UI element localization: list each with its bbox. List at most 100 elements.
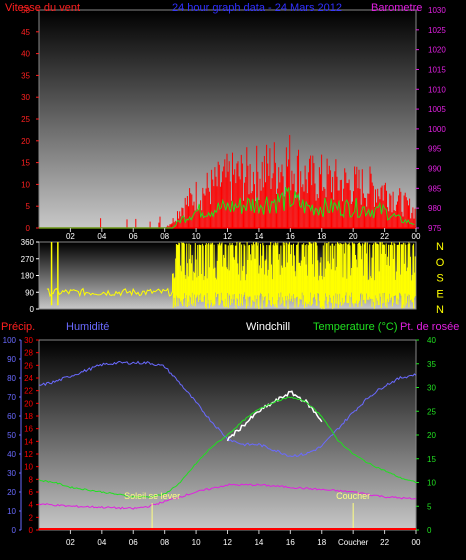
direction-series bbox=[46, 242, 416, 309]
wind-tick-label: 0 bbox=[26, 224, 31, 233]
humidity-tick-label: 80 bbox=[7, 374, 16, 383]
humidity-tick-label: 30 bbox=[7, 469, 16, 478]
barometer-tick-label: 1020 bbox=[428, 46, 446, 55]
direction-letter: N bbox=[436, 304, 444, 316]
temperature-x-tick-label: 16 bbox=[286, 538, 295, 547]
precip-tick-label: 6 bbox=[29, 488, 34, 497]
barometer-tick-label: 990 bbox=[428, 165, 442, 174]
temperature-tick-label: 20 bbox=[427, 431, 436, 440]
barometer-tick-label: 980 bbox=[428, 204, 442, 213]
temperature-x-tick-label: 06 bbox=[129, 538, 138, 547]
wind-x-tick-label: 04 bbox=[97, 232, 106, 241]
wind-tick-label: 50 bbox=[21, 6, 30, 15]
barometer-tick-label: 1005 bbox=[428, 105, 446, 114]
humidity-label: Humidité bbox=[66, 321, 109, 333]
direction-letter: O bbox=[436, 257, 445, 269]
wind-x-tick-label: 18 bbox=[317, 232, 326, 241]
temperature-tick-label: 30 bbox=[427, 384, 436, 393]
wind-tick-label: 45 bbox=[21, 28, 30, 37]
temperature-ticks: 0 5 10 15 20 25 30 35 40 bbox=[416, 336, 436, 535]
wind-x-tick-label: 16 bbox=[286, 232, 295, 241]
temperature-line bbox=[38, 396, 417, 498]
temperature-x-tick-label: Coucher bbox=[338, 538, 369, 547]
wind-x-tick-label: 08 bbox=[160, 232, 169, 241]
temperature-tick-label: 25 bbox=[427, 407, 436, 416]
humidity-tick-label: 40 bbox=[7, 450, 16, 459]
wind-x-tick-label: 02 bbox=[66, 232, 75, 241]
temperature-x-tick-label: 10 bbox=[192, 538, 201, 547]
humidity-tick-label: 20 bbox=[7, 488, 16, 497]
wind-tick-label: 20 bbox=[21, 137, 30, 146]
wind-x-tick-label: 14 bbox=[254, 232, 263, 241]
temperature-tick-label: 0 bbox=[427, 526, 432, 535]
wind-x-tick-label: 20 bbox=[349, 232, 358, 241]
wind-x-tick-label: 12 bbox=[223, 232, 232, 241]
precip-tick-label: 8 bbox=[29, 475, 34, 484]
precip-tick-label: 24 bbox=[24, 374, 33, 383]
direction-tick-label: 270 bbox=[21, 255, 35, 264]
humidity-tick-label: 10 bbox=[7, 507, 16, 516]
humidity-tick-label: 90 bbox=[7, 355, 16, 364]
temperature-x-tick-label: 08 bbox=[160, 538, 169, 547]
wind-tick-label: 40 bbox=[21, 50, 30, 59]
temperature-x-tick-label: 00 bbox=[412, 538, 421, 547]
temperature-x-ticks: 02 04 06 08 10 12 14 16 18 Coucher 22 00 bbox=[66, 530, 421, 547]
direction-ticks: 0 90 180 270 360 bbox=[21, 238, 39, 314]
dewpoint-line bbox=[38, 483, 416, 510]
wind-speed-label: Vitesse du vent bbox=[5, 2, 80, 14]
wind-tick-label: 30 bbox=[21, 93, 30, 102]
temperature-x-tick-label: 22 bbox=[380, 538, 389, 547]
wind-tick-label: 35 bbox=[21, 71, 30, 80]
wind-tick-label: 25 bbox=[21, 115, 30, 124]
direction-tick-label: 90 bbox=[25, 288, 34, 297]
precip-tick-label: 4 bbox=[29, 501, 34, 510]
temperature-panel: Précip. Humidité Windchill Temperature (… bbox=[1, 321, 459, 547]
wind-tick-label: 10 bbox=[21, 180, 30, 189]
temperature-x-tick-label: 04 bbox=[97, 538, 106, 547]
direction-letter: N bbox=[436, 241, 444, 253]
barometer-tick-label: 1000 bbox=[428, 125, 446, 134]
dewpoint-label: Pt. de rosée bbox=[400, 321, 459, 333]
precip-tick-label: 16 bbox=[24, 425, 33, 434]
temperature-tick-label: 15 bbox=[427, 455, 436, 464]
wind-x-tick-label: 10 bbox=[192, 232, 201, 241]
precip-tick-label: 12 bbox=[24, 450, 33, 459]
wind-x-ticks: 02 04 06 08 10 12 14 16 18 20 22 00 bbox=[66, 228, 421, 241]
precip-tick-label: 22 bbox=[24, 387, 33, 396]
temperature-tick-label: 40 bbox=[427, 336, 436, 345]
direction-letter: E bbox=[436, 288, 443, 300]
precip-tick-label: 18 bbox=[24, 412, 33, 421]
precip-label: Précip. bbox=[1, 321, 35, 333]
barometer-ticks: 975 980 985 990 995 1000 1005 1010 1015 1020 1025 1… bbox=[416, 6, 446, 233]
windchill-label: Windchill bbox=[246, 321, 290, 333]
barometer-tick-label: 975 bbox=[428, 224, 442, 233]
humidity-tick-label: 100 bbox=[3, 336, 17, 345]
temperature-label: Temperature (°C) bbox=[313, 321, 397, 333]
humidity-tick-label: 70 bbox=[7, 393, 16, 402]
temperature-tick-label: 10 bbox=[427, 479, 436, 488]
barometer-tick-label: 1025 bbox=[428, 26, 446, 35]
humidity-ticks: 0 10 20 30 40 50 60 70 80 90 100 bbox=[3, 336, 21, 535]
direction-tick-label: 0 bbox=[30, 305, 35, 314]
wind-x-tick-label: 00 bbox=[412, 232, 421, 241]
barometer-tick-label: 985 bbox=[428, 184, 442, 193]
precip-tick-label: 26 bbox=[24, 361, 33, 370]
precip-tick-label: 2 bbox=[29, 513, 34, 522]
wind-panel: Vitesse du vent 24 hour graph data - 24 … bbox=[5, 2, 446, 241]
barometer-tick-label: 1010 bbox=[428, 85, 446, 94]
precip-tick-label: 14 bbox=[24, 437, 33, 446]
humidity-tick-label: 50 bbox=[7, 431, 16, 440]
direction-tick-label: 360 bbox=[21, 238, 35, 247]
wind-x-tick-label: 06 bbox=[129, 232, 138, 241]
wind-tick-label: 15 bbox=[21, 159, 30, 168]
temperature-x-tick-label: 18 bbox=[317, 538, 326, 547]
precip-tick-label: 10 bbox=[24, 463, 33, 472]
barometer-label: Barometre bbox=[371, 2, 422, 14]
chart-title: 24 hour graph data - 24 Mars 2012 bbox=[172, 2, 342, 14]
wind-x-tick-label: 22 bbox=[380, 232, 389, 241]
direction-tick-label: 180 bbox=[21, 272, 35, 281]
barometer-tick-label: 1030 bbox=[428, 6, 446, 15]
